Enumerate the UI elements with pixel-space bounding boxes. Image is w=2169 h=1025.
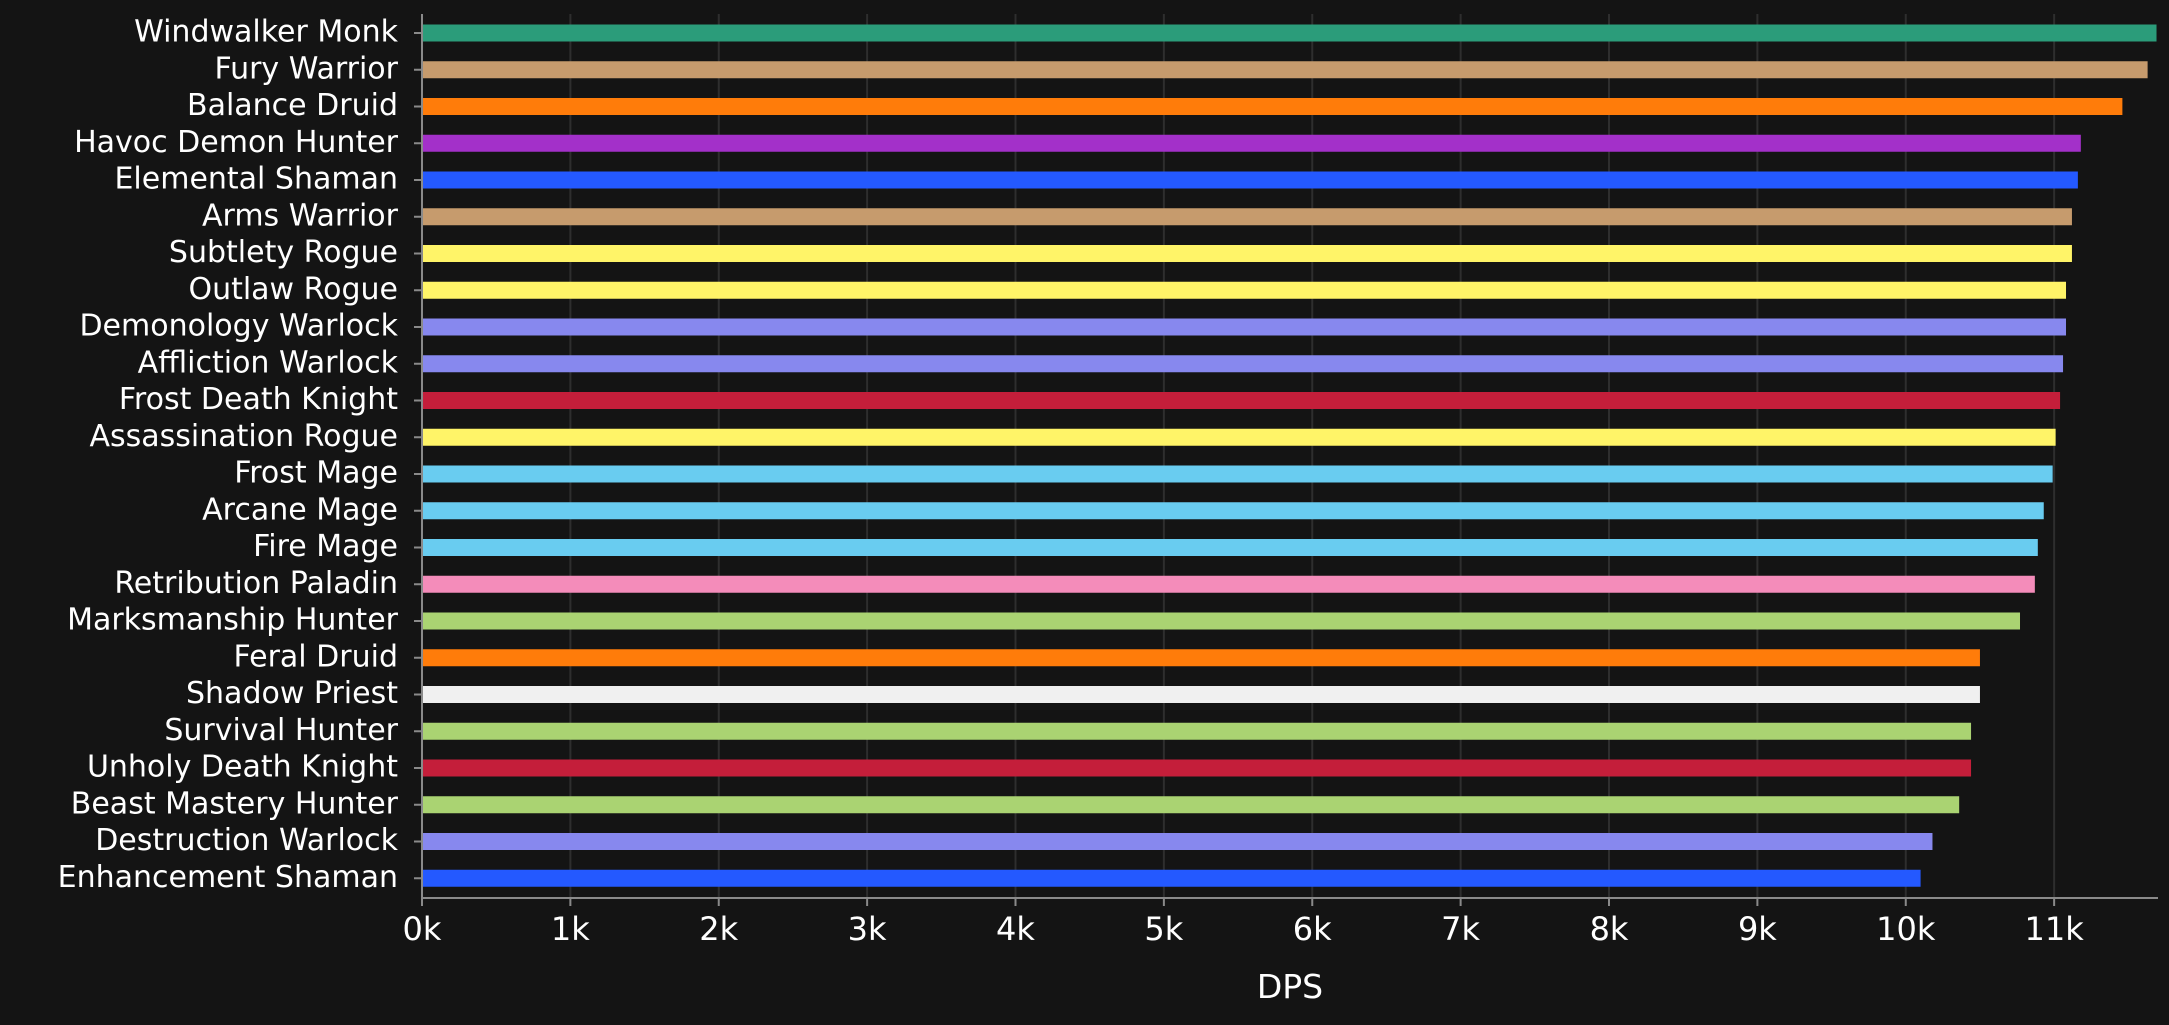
x-axis: 0k 1k 2k 3k 4k 5k 6k 7k 8k 9k 10k 11k xyxy=(403,897,2158,948)
bar xyxy=(423,649,1980,667)
bar xyxy=(423,281,2067,299)
category-label: Arms Warrior xyxy=(202,198,399,233)
bar xyxy=(423,796,1960,814)
bar xyxy=(423,208,2072,226)
x-tick-label: 4k xyxy=(996,910,1035,948)
category-label: Balance Druid xyxy=(187,88,398,123)
x-tick-label: 3k xyxy=(848,910,887,948)
bar xyxy=(423,869,1921,887)
bar xyxy=(423,392,2061,409)
x-tick-label: 5k xyxy=(1144,910,1183,948)
category-label: Elemental Shaman xyxy=(114,162,398,197)
category-label: Windwalker Monk xyxy=(134,15,399,50)
category-label: Shadow Priest xyxy=(186,676,398,711)
category-label: Unholy Death Knight xyxy=(87,750,398,785)
bars xyxy=(423,24,2157,887)
bar xyxy=(423,24,2157,42)
x-axis-title: DPS xyxy=(1257,967,1323,1006)
category-label: Frost Mage xyxy=(234,456,398,491)
category-label: Beast Mastery Hunter xyxy=(71,786,399,821)
bar xyxy=(423,759,1972,777)
category-label: Survival Hunter xyxy=(164,713,398,748)
bar xyxy=(423,575,2035,593)
category-label: Havoc Demon Hunter xyxy=(74,125,399,160)
category-label: Feral Druid xyxy=(234,639,399,674)
bar xyxy=(423,318,2067,336)
category-label: Destruction Warlock xyxy=(95,823,398,858)
x-tick-label: 11k xyxy=(2025,910,2085,948)
x-tick-label: 1k xyxy=(551,910,590,948)
category-label: Frost Death Knight xyxy=(119,382,398,417)
category-label: Assassination Rogue xyxy=(89,419,398,454)
bar xyxy=(423,171,2078,189)
category-label: Affliction Warlock xyxy=(138,345,399,380)
category-label: Demonology Warlock xyxy=(79,309,398,344)
bar xyxy=(423,686,1980,703)
bar xyxy=(423,355,2064,373)
bar xyxy=(423,134,2081,152)
x-tick-label: 7k xyxy=(1441,910,1480,948)
category-label: Fury Warrior xyxy=(214,51,398,86)
bar xyxy=(423,465,2053,483)
category-label: Fire Mage xyxy=(253,529,398,564)
x-tick-label: 8k xyxy=(1590,910,1629,948)
category-label: Outlaw Rogue xyxy=(188,272,398,307)
x-tick-label: 9k xyxy=(1738,910,1777,948)
category-label: Retribution Paladin xyxy=(114,566,398,601)
bar xyxy=(423,98,2123,115)
bar xyxy=(423,61,2148,79)
x-tick-label: 2k xyxy=(699,910,738,948)
bar xyxy=(423,612,2021,630)
bar xyxy=(423,833,1933,850)
bar xyxy=(423,539,2038,556)
bar xyxy=(423,428,2056,446)
bar xyxy=(423,722,1972,740)
category-label: Marksmanship Hunter xyxy=(67,603,399,638)
category-label: Subtlety Rogue xyxy=(169,235,398,270)
y-axis xyxy=(414,14,423,898)
bar xyxy=(423,502,2044,520)
x-tick-label: 6k xyxy=(1293,910,1332,948)
category-label: Enhancement Shaman xyxy=(58,860,398,895)
x-tick-label: 0k xyxy=(403,910,442,948)
gridlines xyxy=(569,14,2056,898)
x-tick-label: 10k xyxy=(1876,910,1936,948)
category-label: Arcane Mage xyxy=(202,492,398,527)
bar xyxy=(423,245,2072,262)
